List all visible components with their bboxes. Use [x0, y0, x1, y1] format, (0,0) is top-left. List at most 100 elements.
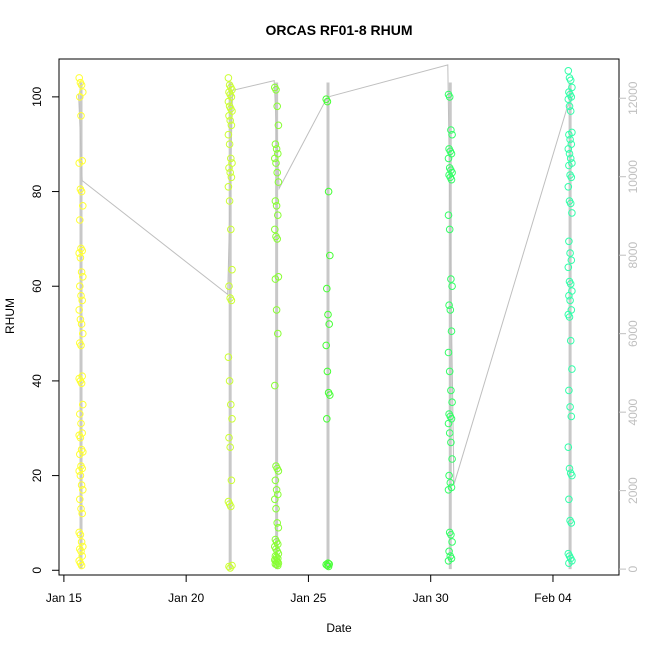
data-point-RF04 [325, 320, 334, 328]
data-point-RF02 [227, 502, 235, 511]
data-point-RF01 [76, 531, 85, 539]
data-point-RF01 [76, 216, 84, 224]
data-point-RF03 [274, 523, 283, 532]
data-point-RF02 [225, 433, 233, 442]
data-point-RF05 [448, 398, 456, 407]
data-point-RF05 [448, 282, 456, 291]
data-point-RF03 [271, 552, 280, 560]
data-point-RF02 [227, 296, 236, 305]
data-point-RF01 [78, 296, 86, 305]
y-tick-label: 0 [30, 567, 44, 574]
data-point-RF02 [227, 154, 235, 163]
data-point-RF02 [228, 265, 236, 274]
data-point-RF05 [444, 419, 453, 428]
data-point-RF06 [565, 495, 573, 504]
data-point-RF03 [274, 561, 282, 570]
data-point-RF06 [568, 209, 576, 217]
data-point-RF03 [271, 275, 280, 283]
data-point-RF05 [447, 275, 455, 283]
data-point-RF06 [565, 102, 574, 111]
data-point-RF03 [272, 159, 280, 167]
y2-tick-label: 0 [626, 565, 640, 572]
data-point-RF03 [274, 121, 283, 130]
data-point-RF02 [224, 74, 233, 82]
data-point-RF06 [567, 412, 576, 421]
x-tick-label: Jan 25 [290, 591, 326, 605]
data-point-RF06 [565, 161, 573, 170]
data-point-RF01 [76, 315, 85, 324]
data-point-RF01 [79, 202, 87, 210]
data-point-RF03 [271, 225, 279, 234]
data-point-RF01 [76, 93, 84, 101]
data-point-RF01 [76, 471, 85, 480]
data-point-RF05 [447, 386, 455, 395]
data-point-RF06 [565, 291, 573, 300]
data-point-RF05 [445, 547, 453, 556]
data-point-RF02 [224, 97, 233, 106]
data-point-RF02 [226, 168, 234, 177]
altitude-line [78, 64, 573, 485]
data-point-RF03 [272, 486, 281, 494]
data-point-RF04 [322, 341, 331, 350]
data-point-RF01 [77, 481, 86, 489]
data-point-RF04 [322, 560, 331, 569]
data-point-RF03 [271, 381, 279, 390]
data-point-RF05 [448, 130, 456, 139]
data-point-RF06 [566, 403, 574, 411]
plot-frame [58, 58, 620, 576]
data-point-RF01 [76, 495, 84, 504]
data-point-RF01 [75, 74, 83, 82]
data-point-RF03 [272, 557, 280, 565]
data-point-RF06 [566, 154, 575, 163]
x-tick-label: Feb 04 [534, 591, 572, 605]
data-point-RF06 [566, 135, 574, 144]
data-point-RF06 [564, 67, 573, 75]
data-point-RF03 [274, 178, 283, 186]
y-tick-label: 80 [30, 185, 44, 199]
data-point-RF01 [76, 433, 85, 442]
data-point-RF06 [566, 107, 575, 115]
y2-tick-label: 4000 [626, 398, 640, 425]
data-point-RF02 [225, 140, 234, 148]
data-point-RF05 [444, 348, 453, 357]
y-axis: 0 20 40 60 80 100 [30, 87, 59, 574]
data-point-RF02 [225, 562, 233, 571]
y2-tick-label: 10000 [626, 160, 640, 194]
data-point-RF06 [567, 256, 576, 265]
data-point-RF05 [444, 211, 453, 219]
data-point-RF01 [77, 81, 86, 89]
data-point-RF05 [446, 306, 455, 314]
data-point-RF05 [447, 531, 455, 539]
data-point-RF05 [447, 175, 456, 184]
x-axis: Jan 15 Jan 20 Jan 25 Jan 30 Feb 04 [46, 574, 572, 605]
y-tick-label: 20 [30, 469, 44, 483]
x-tick-label: Jan 30 [413, 591, 449, 605]
data-point-RF06 [564, 443, 573, 452]
data-point-RF04 [323, 561, 332, 570]
data-point-RF01 [79, 329, 87, 338]
data-point-RF01 [77, 538, 86, 546]
data-point-RF04 [326, 251, 334, 260]
data-point-RF04 [326, 391, 334, 399]
data-point-RF06 [567, 519, 576, 527]
data-point-RF01 [77, 379, 86, 388]
data-point-RF02 [225, 197, 234, 205]
data-point-RF01 [77, 341, 85, 350]
y-tick-label: 40 [30, 374, 44, 388]
data-point-RF03 [272, 560, 281, 569]
data-point-RF03 [272, 504, 280, 513]
data-point-RF06 [568, 471, 576, 480]
data-point-RF06 [566, 199, 575, 208]
data-point-RF03 [273, 519, 282, 527]
data-point-RF06 [568, 365, 576, 373]
y-tick-label: 60 [30, 279, 44, 293]
data-point-RF01 [76, 410, 84, 418]
data-point-RF04 [323, 415, 331, 423]
data-point-RF03 [274, 467, 283, 475]
data-point-RF05 [444, 557, 453, 565]
data-point-RF01 [77, 291, 85, 300]
data-point-RF03 [273, 235, 282, 243]
data-point-RF01 [76, 282, 84, 291]
data-point-RF01 [77, 547, 85, 556]
data-point-RF06 [567, 173, 576, 182]
